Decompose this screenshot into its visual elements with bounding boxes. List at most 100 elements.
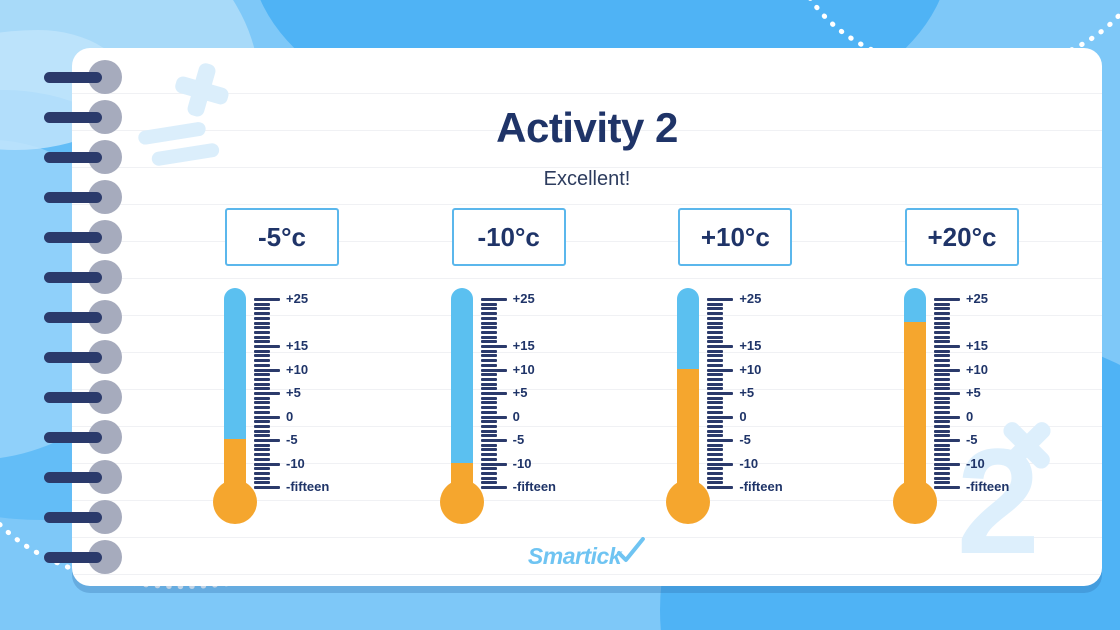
spiral-ring — [44, 380, 124, 414]
check-swoosh-icon — [616, 537, 646, 568]
scale-tick-label: 0 — [739, 408, 747, 424]
scale-tick-label: +15 — [286, 338, 309, 353]
scale-tick-minor — [480, 387, 497, 391]
scale-tick-major — [480, 462, 507, 466]
scale-tick-label: -fifteen — [965, 479, 1010, 494]
thermometer-graphic: -fifteen -10 -5 0 +5 +10 +15 +25 — [655, 288, 815, 538]
scale-tick-minor — [254, 443, 270, 447]
scale-tick-minor — [480, 401, 497, 405]
brand-logo: Smartick — [527, 537, 646, 570]
scale-tick-minor — [254, 457, 270, 461]
scale-tick-minor — [254, 471, 270, 475]
scale-tick-label: -10 — [965, 455, 985, 471]
scale-tick-minor — [933, 476, 950, 480]
scale-tick-major — [933, 415, 960, 419]
scale-tick-minor — [933, 481, 950, 485]
scale-tick-minor — [480, 326, 497, 330]
spiral-ring-wire — [44, 352, 102, 363]
spiral-ring — [44, 180, 124, 214]
scale-tick-minor — [933, 382, 950, 386]
scale-tick-minor — [254, 401, 270, 405]
scale-tick-minor — [480, 424, 497, 428]
scale-tick-minor — [254, 453, 270, 457]
thermometer-row: -5°c -fifteen -10 -5 0 +5 +10 +15 +25 -10°c -fifte… — [182, 208, 1062, 548]
scale-tick-label: -10 — [739, 455, 759, 471]
temperature-label[interactable]: -10°c — [451, 208, 566, 266]
scale-tick-minor — [254, 326, 270, 330]
scale-tick-minor — [707, 354, 724, 358]
scale-tick-minor — [254, 377, 270, 381]
scale-tick-minor — [707, 424, 724, 428]
scale-tick-label: 0 — [286, 408, 294, 424]
scale-tick-label: -5 — [965, 432, 978, 447]
scale-tick-major — [707, 298, 734, 301]
scale-tick-minor — [707, 481, 724, 485]
scale-tick-minor — [707, 453, 724, 457]
spiral-ring — [44, 500, 124, 534]
scale-tick-minor — [933, 424, 950, 428]
spiral-ring-wire — [44, 432, 102, 443]
scale-tick-minor — [254, 363, 270, 367]
scale-tick-minor — [254, 406, 270, 410]
scale-tick-minor — [933, 387, 950, 391]
scale-tick-major — [480, 486, 507, 489]
scale-tick-minor — [933, 312, 950, 316]
brand-logo-text: Smartick — [527, 543, 622, 569]
spiral-ring — [44, 100, 124, 134]
spiral-ring — [44, 540, 124, 574]
scale-tick-minor — [707, 387, 724, 391]
temperature-label[interactable]: -5°c — [225, 208, 339, 266]
scale-tick-minor — [254, 312, 270, 316]
scale-tick-label: -fifteen — [739, 479, 783, 494]
thermometer-card: -5°c -fifteen -10 -5 0 +5 +10 +15 +25 — [182, 208, 382, 538]
scale-tick-minor — [707, 443, 724, 447]
scale-tick-minor — [933, 467, 950, 471]
scale-tick-major — [933, 392, 960, 395]
scale-tick-major — [480, 298, 507, 301]
temperature-label[interactable]: +20°c — [904, 208, 1019, 266]
scale-tick-minor — [707, 420, 724, 424]
thermometer-scale: -fifteen -10 -5 0 +5 +10 +15 +25 — [480, 291, 586, 496]
spiral-ring-wire — [44, 552, 102, 563]
notebook-page: 2 Activity 2 Excellent! -5°c -fifteen -10-… — [72, 48, 1102, 586]
scale-tick-minor — [254, 316, 270, 320]
thermometer-scale: -fifteen -10 -5 0 +5 +10 +15 +25 — [254, 291, 359, 496]
scale-tick-major — [480, 415, 507, 419]
scale-tick-minor — [707, 326, 724, 330]
scale-tick-minor — [254, 429, 270, 433]
scale-tick-minor — [933, 316, 950, 320]
scale-tick-major — [707, 368, 734, 372]
temperature-label[interactable]: +10°c — [678, 208, 793, 266]
scale-tick-major — [707, 462, 734, 466]
scale-tick-label: +25 — [512, 291, 535, 306]
scale-tick-major — [480, 439, 507, 442]
scale-tick-minor — [480, 476, 497, 480]
spiral-ring — [44, 220, 124, 254]
scale-tick-major — [254, 486, 280, 489]
scale-tick-minor — [707, 330, 724, 334]
scale-tick-minor — [480, 420, 497, 424]
scale-tick-minor — [707, 377, 724, 381]
scale-tick-minor — [480, 330, 497, 334]
scale-tick-label: +15 — [965, 338, 989, 353]
thermometer-graphic: -fifteen -10 -5 0 +5 +10 +15 +25 — [429, 288, 589, 538]
scale-tick-minor — [254, 354, 270, 358]
scale-tick-minor — [933, 457, 950, 461]
scale-tick-label: +15 — [512, 338, 535, 353]
scale-tick-major — [707, 415, 734, 419]
scale-tick-minor — [480, 335, 497, 339]
scale-tick-minor — [254, 481, 270, 485]
thermometer-graphic: -fifteen -10 -5 0 +5 +10 +15 +25 — [882, 288, 1042, 538]
scale-tick-label: -5 — [512, 432, 525, 447]
page-title: Activity 2 — [496, 104, 678, 151]
scale-tick-minor — [933, 401, 950, 405]
scale-tick-minor — [707, 467, 724, 471]
scale-tick-minor — [933, 429, 950, 433]
scale-tick-minor — [933, 363, 950, 367]
spiral-ring-wire — [44, 192, 102, 203]
scale-tick-minor — [480, 321, 497, 325]
scale-tick-minor — [707, 476, 724, 480]
spiral-ring — [44, 60, 124, 94]
scale-tick-major — [707, 392, 734, 395]
spiral-ring-wire — [44, 392, 102, 403]
